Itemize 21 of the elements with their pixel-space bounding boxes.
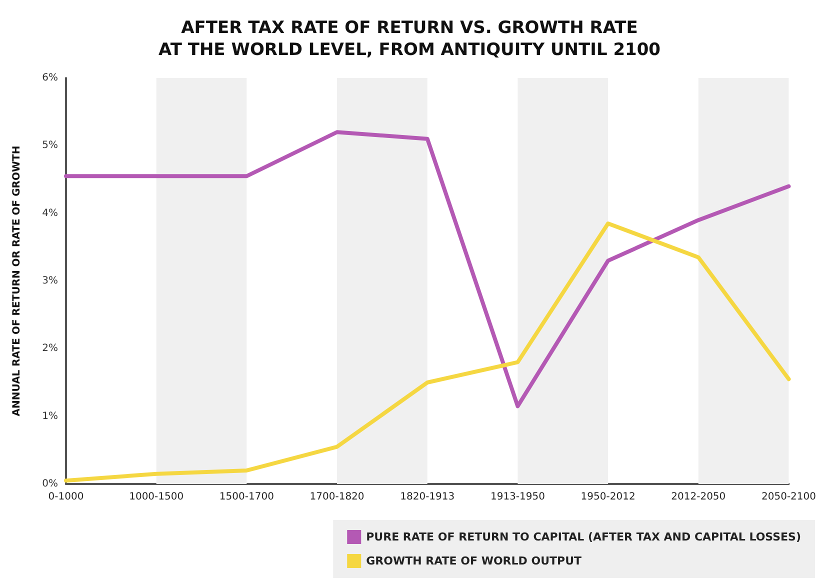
- y-tick-label: 5%: [42, 140, 58, 152]
- y-tick-label: 3%: [42, 276, 58, 286]
- x-tick-label: 1000-1500: [129, 492, 184, 502]
- legend-label: GROWTH RATE OF WORLD OUTPUT: [366, 554, 582, 568]
- y-tick-label: 0%: [42, 478, 58, 490]
- y-tick-label: 4%: [42, 208, 58, 219]
- x-tick-label: 2050-2100: [761, 492, 816, 502]
- x-tick-label: 1700-1820: [310, 492, 364, 502]
- y-tick-label: 1%: [42, 410, 58, 422]
- chart-title: AFTER TAX RATE OF RETURN VS. GROWTH RATE AT THE WORLD LEVEL, FROM ANTIQUITY UNTIL 2100: [158, 18, 661, 60]
- x-tick-label: 1500-1700: [219, 492, 274, 502]
- y-tick-label: 2%: [42, 343, 58, 354]
- x-tick-label: 1950-2012: [580, 492, 636, 502]
- y-axis-title: ANNUAL RATE OF RETURN OR RATE OF GROWTH: [12, 146, 22, 416]
- x-tick-label: 2012-2050: [671, 492, 726, 502]
- legend-label: PURE RATE OF RETURN TO CAPITAL (AFTER TAX AND CAPITAL LOSSES): [366, 530, 802, 544]
- line-series: [64, 130, 791, 408]
- x-tick-label: 1913-1950: [490, 492, 545, 502]
- x-tick-label: 1820-1913: [400, 492, 455, 502]
- x-tick-label: 0-1000: [48, 492, 84, 502]
- y-tick-label: 6%: [42, 72, 58, 84]
